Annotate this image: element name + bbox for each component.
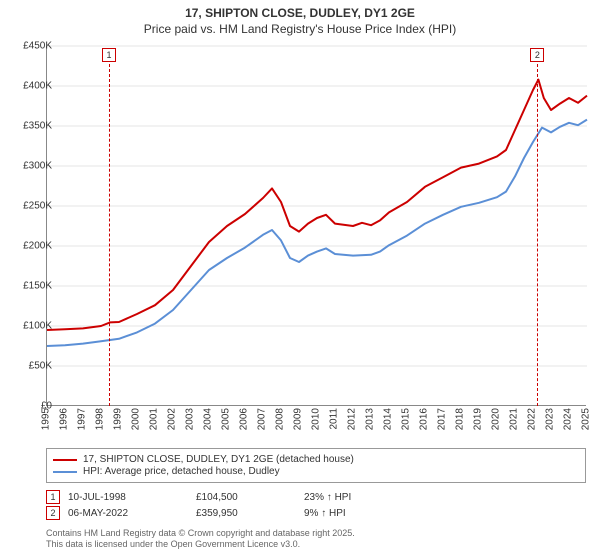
x-tick-label: 2019 [473, 408, 484, 430]
x-tick-label: 2009 [293, 408, 304, 430]
marker-line [109, 64, 110, 406]
y-tick-label: £200K [23, 241, 52, 252]
x-tick-label: 2001 [149, 408, 160, 430]
y-tick-label: £150K [23, 281, 52, 292]
x-tick-label: 2015 [401, 408, 412, 430]
x-tick-label: 1998 [95, 408, 106, 430]
x-tick-label: 2012 [347, 408, 358, 430]
y-tick-label: £250K [23, 201, 52, 212]
y-tick-label: £300K [23, 161, 52, 172]
y-tick-label: £350K [23, 121, 52, 132]
marker-date: 10-JUL-1998 [68, 492, 188, 503]
chart-title-line1: 17, SHIPTON CLOSE, DUDLEY, DY1 2GE [0, 6, 600, 22]
plot-area [46, 46, 586, 406]
chart-title-block: 17, SHIPTON CLOSE, DUDLEY, DY1 2GE Price… [0, 0, 600, 37]
marker-badge: 2 [530, 48, 544, 62]
x-tick-label: 2000 [131, 408, 142, 430]
legend-label: 17, SHIPTON CLOSE, DUDLEY, DY1 2GE (deta… [83, 454, 354, 465]
x-tick-label: 2004 [203, 408, 214, 430]
y-tick-label: £400K [23, 81, 52, 92]
marker-badge: 1 [46, 490, 60, 504]
x-tick-label: 2005 [221, 408, 232, 430]
legend-swatch [53, 459, 77, 461]
marker-table: 1 10-JUL-1998 £104,500 23% ↑ HPI 2 06-MAY-202… [46, 488, 586, 522]
x-tick-label: 1995 [41, 408, 52, 430]
marker-row: 1 10-JUL-1998 £104,500 23% ↑ HPI [46, 490, 586, 504]
marker-badge: 2 [46, 506, 60, 520]
x-tick-label: 2016 [419, 408, 430, 430]
x-tick-label: 2023 [545, 408, 556, 430]
legend-swatch [53, 471, 77, 473]
x-tick-label: 2020 [491, 408, 502, 430]
x-tick-label: 2021 [509, 408, 520, 430]
marker-date: 06-MAY-2022 [68, 508, 188, 519]
legend-label: HPI: Average price, detached house, Dudl… [83, 466, 280, 477]
x-tick-label: 2014 [383, 408, 394, 430]
marker-pct: 9% ↑ HPI [304, 508, 424, 519]
marker-badge: 1 [102, 48, 116, 62]
x-tick-label: 2011 [329, 408, 340, 430]
x-tick-label: 2024 [563, 408, 574, 430]
legend-item: HPI: Average price, detached house, Dudl… [53, 466, 579, 477]
marker-price: £359,950 [196, 508, 296, 519]
y-tick-label: £450K [23, 41, 52, 52]
x-tick-label: 2008 [275, 408, 286, 430]
x-tick-label: 2002 [167, 408, 178, 430]
y-tick-label: £100K [23, 321, 52, 332]
x-tick-label: 2006 [239, 408, 250, 430]
marker-pct: 23% ↑ HPI [304, 492, 424, 503]
y-tick-label: £50K [29, 361, 52, 372]
footer-line2: This data is licensed under the Open Gov… [46, 539, 586, 550]
x-tick-label: 1999 [113, 408, 124, 430]
chart-title-line2: Price paid vs. HM Land Registry's House … [0, 22, 600, 38]
x-tick-label: 1997 [77, 408, 88, 430]
x-tick-label: 1996 [59, 408, 70, 430]
marker-price: £104,500 [196, 492, 296, 503]
chart-container: 17, SHIPTON CLOSE, DUDLEY, DY1 2GE Price… [0, 0, 600, 560]
x-tick-label: 2022 [527, 408, 538, 430]
x-tick-label: 2007 [257, 408, 268, 430]
x-tick-label: 2025 [581, 408, 592, 430]
line-chart-svg [47, 46, 587, 406]
marker-row: 2 06-MAY-2022 £359,950 9% ↑ HPI [46, 506, 586, 520]
footer-line1: Contains HM Land Registry data © Crown c… [46, 528, 586, 539]
x-tick-label: 2003 [185, 408, 196, 430]
legend-item: 17, SHIPTON CLOSE, DUDLEY, DY1 2GE (deta… [53, 454, 579, 465]
footer: Contains HM Land Registry data © Crown c… [46, 528, 586, 551]
x-tick-label: 2010 [311, 408, 322, 430]
x-tick-label: 2017 [437, 408, 448, 430]
marker-line [537, 64, 538, 406]
x-tick-label: 2018 [455, 408, 466, 430]
x-tick-label: 2013 [365, 408, 376, 430]
legend: 17, SHIPTON CLOSE, DUDLEY, DY1 2GE (deta… [46, 448, 586, 483]
